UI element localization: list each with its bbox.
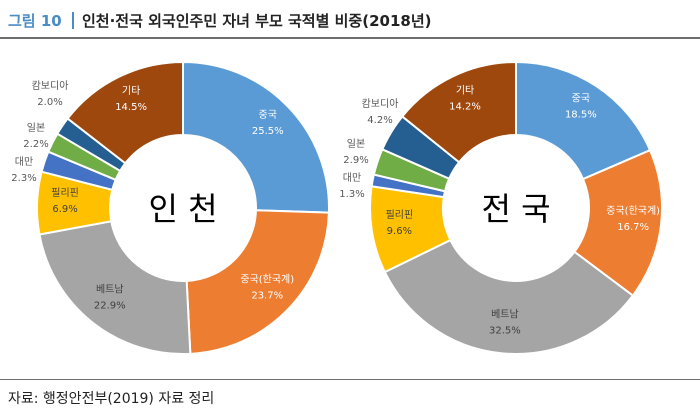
slice-value-0-5: 2.2%	[23, 139, 48, 150]
source-note: 자료: 행정안전부(2019) 자료 정리	[8, 391, 215, 407]
center-label-0: 인 천	[148, 190, 217, 228]
chart-area: 중국 25.5% 중국(한국계) 23.7% 베트남 22.9% 필리핀 6.9% 대만 2.3%…	[0, 45, 700, 375]
slice-label-1-0: 중국	[572, 92, 590, 104]
title-separator	[72, 12, 74, 29]
slice-0-0	[182, 60, 330, 214]
slice-value-1-6: 4.2%	[367, 115, 392, 126]
slice-value-1-5: 2.9%	[343, 155, 368, 166]
slice-label-0-4: 대만	[15, 156, 33, 168]
figure-header: 그림 10 인천·전국 외국인주민 자녀 부모 국적별 비중(2018년)	[0, 0, 700, 44]
slice-0-2	[38, 220, 192, 355]
bottom-rule	[0, 379, 700, 380]
figure-number: 그림 10	[8, 12, 62, 30]
slice-1-7	[400, 60, 517, 164]
slice-label-1-1: 중국(한국계)	[606, 205, 660, 217]
slice-label-1-4: 대만	[343, 172, 361, 184]
slice-1-2	[383, 238, 635, 355]
slice-value-1-0: 18.5%	[565, 109, 597, 120]
slice-value-1-3: 9.6%	[387, 226, 412, 237]
slice-label-0-3: 필리핀	[51, 187, 79, 199]
slice-label-1-2: 베트남	[491, 308, 519, 320]
slice-label-0-5: 일본	[27, 122, 45, 134]
slice-label-1-7: 기타	[456, 85, 474, 97]
slice-0-7	[66, 60, 184, 165]
center-label-1: 전 국	[481, 190, 550, 228]
slice-label-0-1: 중국(한국계)	[240, 274, 294, 286]
slice-label-0-2: 베트남	[96, 284, 124, 296]
slice-value-1-2: 32.5%	[489, 325, 521, 336]
slice-label-0-0: 중국	[259, 109, 277, 121]
slice-1-1	[573, 148, 663, 297]
slice-value-0-3: 6.9%	[52, 204, 77, 215]
slice-label-0-6: 캄보디아	[32, 80, 69, 92]
slice-value-1-1: 16.7%	[617, 222, 649, 233]
slice-label-1-5: 일본	[347, 138, 365, 150]
slice-value-0-1: 23.7%	[251, 291, 283, 302]
slice-value-1-4: 1.3%	[339, 189, 364, 200]
top-rule	[0, 37, 700, 39]
slice-value-0-7: 14.5%	[115, 102, 147, 113]
figure-title: 인천·전국 외국인주민 자녀 부모 국적별 비중(2018년)	[82, 12, 432, 30]
slice-0-1	[185, 209, 330, 355]
slice-label-1-3: 필리핀	[386, 209, 414, 221]
slice-value-0-2: 22.9%	[94, 301, 126, 312]
slice-label-1-6: 캄보디아	[362, 98, 399, 110]
slice-value-1-7: 14.2%	[449, 102, 481, 113]
slice-label-0-7: 기타	[122, 85, 140, 97]
slice-value-0-0: 25.5%	[252, 126, 284, 137]
slice-value-0-4: 2.3%	[11, 173, 36, 184]
slice-1-0	[515, 60, 652, 181]
donut-charts: 중국 25.5% 중국(한국계) 23.7% 베트남 22.9% 필리핀 6.9% 대만 2.3%…	[11, 60, 663, 355]
slice-value-0-6: 2.0%	[37, 97, 62, 108]
